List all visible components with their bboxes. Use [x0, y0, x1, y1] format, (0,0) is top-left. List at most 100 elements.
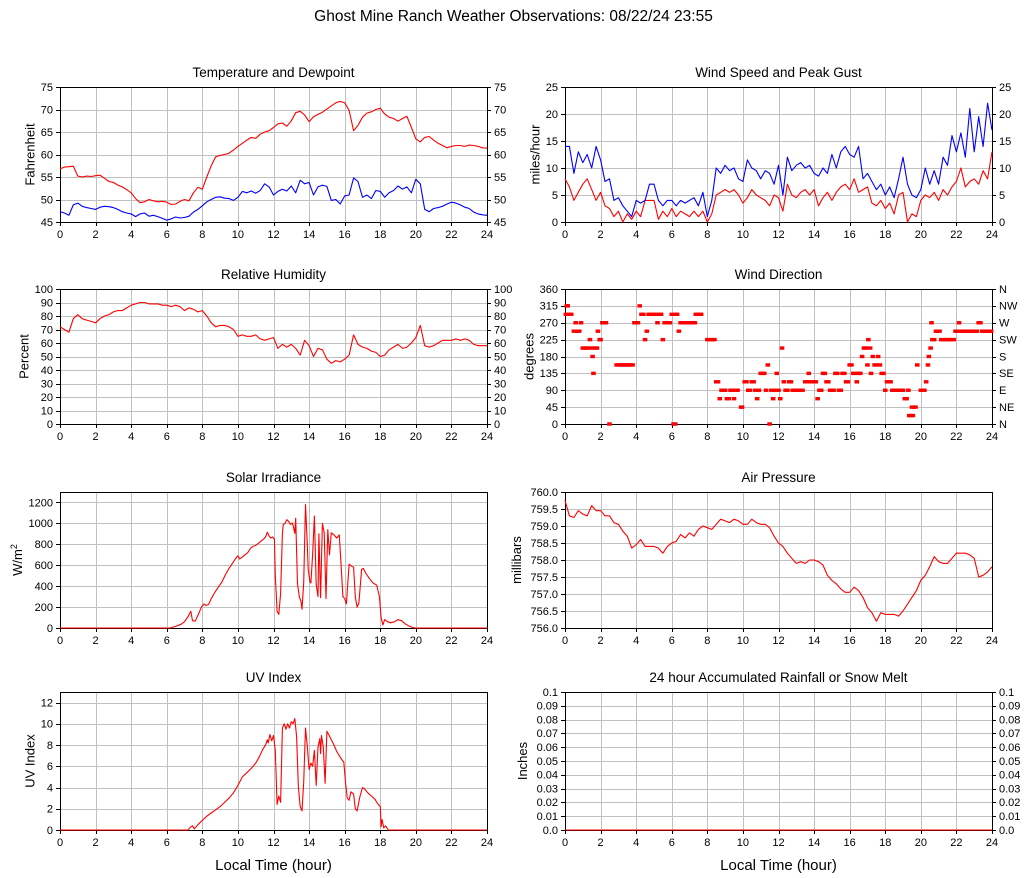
y-tick-label: 50: [41, 351, 53, 363]
y-tick-label: 0.07: [537, 728, 558, 740]
x-tick-label: 6: [164, 229, 170, 241]
x-tick-label: 8: [704, 229, 710, 241]
y-tick-label: 315: [540, 301, 558, 313]
x-tick-label: 24: [481, 837, 493, 849]
chart-title: Air Pressure: [741, 470, 815, 485]
scatter-point: [923, 380, 929, 384]
scatter-point: [929, 321, 934, 325]
y-tick-label: 100: [35, 284, 53, 296]
x-tick-label: 12: [267, 837, 279, 849]
y-tick-label-right: 30: [494, 378, 506, 390]
y-tick-label-right: S: [999, 351, 1006, 363]
y-tick-label-right: NE: [999, 402, 1014, 414]
y-tick-label: 90: [546, 385, 558, 397]
x-tick-label: 18: [374, 837, 386, 849]
scatter-point: [595, 329, 601, 333]
scatter-point: [858, 371, 863, 376]
y-tick-label: 50: [41, 194, 53, 206]
x-tick-label: 0: [57, 837, 63, 849]
x-tick-label: 12: [772, 431, 784, 443]
x-tick-label: 16: [339, 635, 351, 647]
y-tick-label-right: 0.06: [999, 742, 1020, 754]
y-tick-label: 2: [47, 804, 53, 816]
x-tick-label: 10: [232, 431, 244, 443]
x-tick-label: 10: [737, 431, 749, 443]
y-axis-label: W/m2: [9, 544, 25, 576]
y-tick-label-right: 0.1: [999, 687, 1014, 699]
y-tick-label-right: W: [999, 318, 1010, 330]
y-tick-label-right: 55: [494, 172, 506, 184]
scatter-point: [777, 396, 783, 401]
scatter-point: [571, 329, 577, 333]
y-tick-label: 0: [47, 419, 53, 431]
scatter-point: [904, 396, 909, 401]
series-dewpoint: [59, 177, 488, 221]
y-tick-label: 0.1: [543, 687, 558, 699]
y-tick-label: 0.03: [537, 783, 558, 795]
scatter-point: [928, 346, 933, 350]
y-tick-label-right: 65: [494, 127, 506, 139]
x-tick-label: 16: [339, 229, 351, 241]
x-tick-label: 14: [808, 837, 820, 849]
scatter-point: [673, 422, 678, 426]
x-tick-label: 20: [915, 229, 927, 241]
chart-rainfall: 0 2 4 6 8 10 12 14 16 18 20 22 240.0 0.00.01 0.010.02 0…: [515, 670, 1020, 874]
x-tick-label: 14: [303, 431, 315, 443]
series-wind-speed: [564, 151, 993, 223]
y-tick-label: 757.0: [530, 589, 558, 601]
y-tick-label: 10: [546, 163, 558, 175]
x-tick-label: 10: [737, 837, 749, 849]
x-tick-label: 20: [410, 635, 422, 647]
y-tick-label-right: 0.03: [999, 783, 1020, 795]
scatter-point: [587, 337, 593, 342]
x-tick-label: 8: [199, 431, 205, 443]
scatter-point: [658, 312, 664, 317]
y-tick-label-right: 25: [999, 82, 1011, 94]
chart-title: UV Index: [246, 670, 302, 685]
scatter-point: [655, 321, 660, 325]
y-tick-label: 10: [41, 405, 53, 417]
scatter-point: [594, 346, 600, 350]
x-tick-label: 22: [950, 635, 962, 647]
x-tick-label: 2: [93, 431, 99, 443]
y-tick-label: 135: [540, 368, 558, 380]
scatter-point: [955, 329, 960, 333]
y-tick-label: 12: [41, 697, 53, 709]
y-tick-label-right: 100: [494, 284, 512, 296]
x-tick-label: 22: [445, 837, 457, 849]
y-tick-label: 270: [540, 318, 558, 330]
scatter-point: [906, 388, 911, 392]
scatter-point: [585, 346, 591, 350]
scatter-point: [866, 337, 871, 342]
y-axis-label: degrees: [521, 333, 536, 380]
y-tick-label: 20: [546, 109, 558, 121]
scatter-point: [974, 329, 980, 333]
y-tick-label: 1200: [29, 497, 53, 509]
scatter-point: [842, 371, 847, 376]
scatter-point: [644, 329, 650, 333]
scatter-point: [765, 363, 771, 367]
x-tick-label: 6: [164, 635, 170, 647]
x-tick-label: 18: [879, 229, 891, 241]
x-tick-label: 16: [844, 229, 856, 241]
scatter-point: [931, 337, 937, 342]
scatter-point: [910, 413, 916, 418]
scatter-point: [729, 388, 735, 392]
y-tick-label: 30: [41, 378, 53, 390]
x-tick-label: 22: [445, 431, 457, 443]
x-tick-label: 16: [339, 431, 351, 443]
scatter-point: [576, 329, 582, 333]
scatter-point: [881, 371, 886, 376]
scatter-point: [988, 329, 994, 333]
scatter-point: [754, 396, 760, 401]
y-tick-label: 55: [41, 172, 53, 184]
y-tick-label-right: 0.09: [999, 701, 1020, 713]
x-tick-label: 18: [879, 635, 891, 647]
y-tick-label: 80: [41, 311, 53, 323]
scatter-point: [865, 363, 870, 367]
scatter-point: [877, 363, 883, 367]
y-tick-label: 400: [35, 581, 53, 593]
x-tick-label: 12: [772, 837, 784, 849]
